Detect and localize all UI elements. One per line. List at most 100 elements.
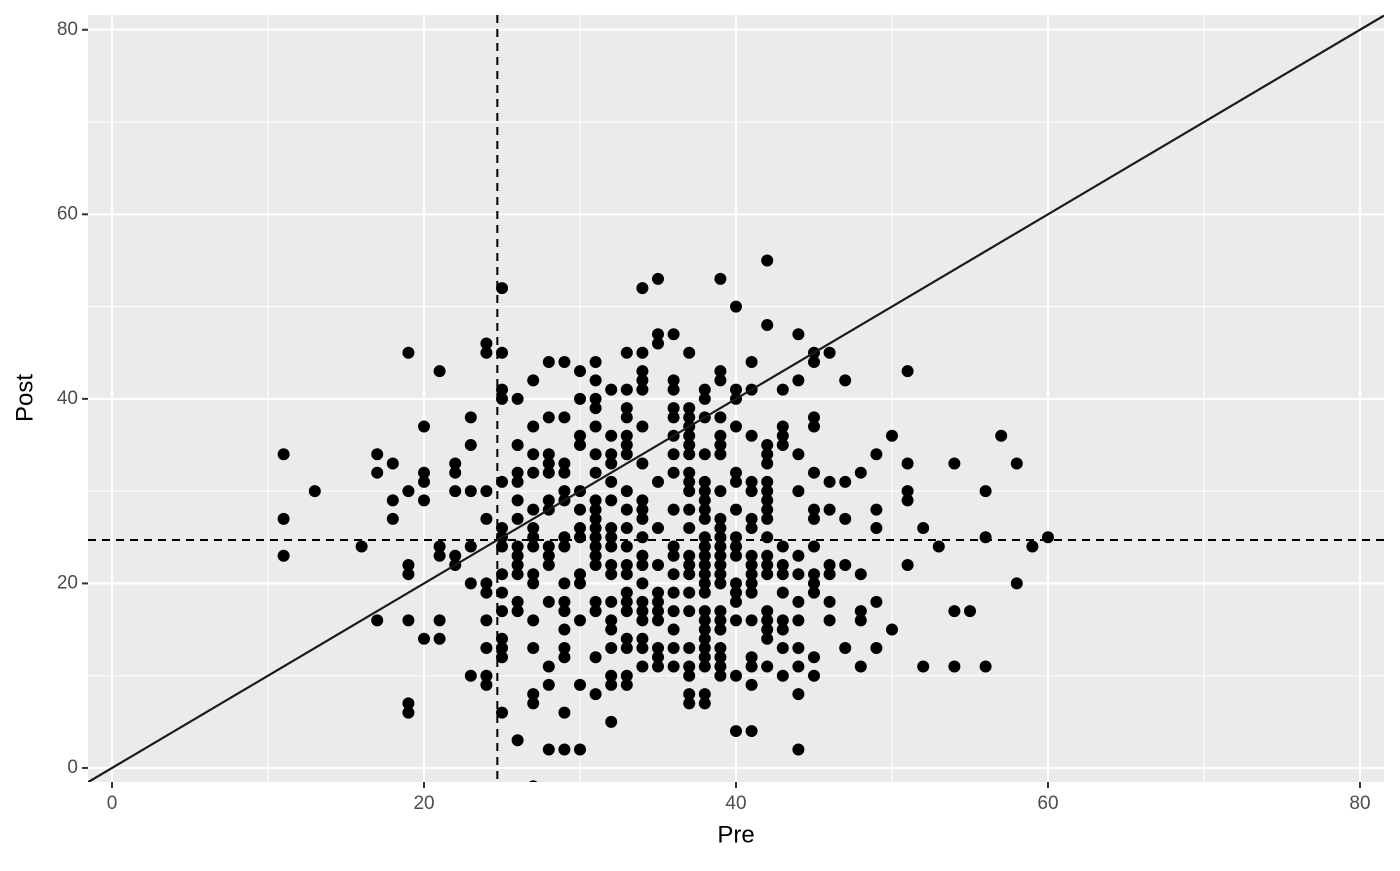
point — [402, 706, 415, 719]
point — [605, 540, 618, 553]
point — [854, 614, 867, 627]
point — [558, 623, 571, 636]
point — [605, 614, 618, 627]
point — [745, 586, 758, 599]
point — [527, 614, 540, 627]
point — [745, 522, 758, 535]
point — [589, 651, 602, 664]
point — [698, 503, 711, 516]
point — [542, 411, 555, 424]
point — [667, 383, 680, 396]
point — [652, 660, 665, 673]
point — [418, 632, 431, 645]
point — [620, 669, 633, 682]
point — [605, 678, 618, 691]
point — [527, 503, 540, 516]
point — [714, 549, 727, 562]
point — [714, 669, 727, 682]
point — [480, 678, 493, 691]
point — [698, 614, 711, 627]
y-axis-title: Post — [11, 374, 38, 422]
point — [464, 669, 477, 682]
point — [792, 374, 805, 387]
point — [542, 540, 555, 553]
point — [667, 549, 680, 562]
point — [527, 642, 540, 655]
point — [652, 558, 665, 571]
point — [807, 420, 820, 433]
point — [1010, 457, 1023, 470]
point — [714, 660, 727, 673]
point — [714, 448, 727, 461]
point — [745, 429, 758, 442]
point — [761, 485, 774, 498]
y-tick-label: 80 — [57, 19, 78, 40]
point — [683, 642, 696, 655]
point — [418, 475, 431, 488]
point — [620, 568, 633, 581]
point — [480, 485, 493, 498]
point — [698, 586, 711, 599]
point — [683, 558, 696, 571]
point — [433, 549, 446, 562]
point — [745, 485, 758, 498]
point — [527, 568, 540, 581]
point — [418, 494, 431, 507]
point — [511, 392, 524, 405]
point — [792, 595, 805, 608]
point — [792, 568, 805, 581]
point — [839, 374, 852, 387]
point — [807, 651, 820, 664]
point — [761, 605, 774, 618]
point — [683, 568, 696, 581]
point — [605, 475, 618, 488]
point — [589, 392, 602, 405]
point — [620, 642, 633, 655]
point — [636, 632, 649, 645]
point — [776, 568, 789, 581]
point — [792, 448, 805, 461]
point — [527, 688, 540, 701]
point — [776, 669, 789, 682]
point — [371, 466, 384, 479]
point — [667, 374, 680, 387]
point — [480, 337, 493, 350]
point — [698, 632, 711, 645]
point — [652, 586, 665, 599]
point — [714, 411, 727, 424]
point — [605, 494, 618, 507]
x-tick-label: 60 — [1037, 793, 1058, 814]
point — [698, 475, 711, 488]
point — [636, 577, 649, 590]
point — [730, 586, 742, 599]
y-tick-label: 60 — [57, 203, 78, 224]
point — [823, 595, 836, 608]
point — [496, 586, 509, 599]
point — [683, 411, 696, 424]
point — [574, 743, 587, 756]
point — [901, 558, 914, 571]
point — [652, 272, 665, 285]
point — [511, 549, 524, 562]
point — [745, 475, 758, 488]
point — [667, 466, 680, 479]
y-tick-label: 40 — [57, 388, 78, 409]
point — [698, 697, 711, 710]
point — [527, 466, 540, 479]
point — [636, 457, 649, 470]
point — [480, 669, 493, 682]
point — [698, 383, 711, 396]
point — [605, 558, 618, 571]
point — [480, 614, 493, 627]
point — [714, 558, 727, 571]
point — [496, 346, 509, 359]
point — [823, 475, 836, 488]
point — [792, 549, 805, 562]
point — [620, 632, 633, 645]
point — [371, 614, 384, 627]
point — [371, 448, 384, 461]
point — [698, 558, 711, 571]
point — [542, 743, 555, 756]
point — [870, 448, 883, 461]
